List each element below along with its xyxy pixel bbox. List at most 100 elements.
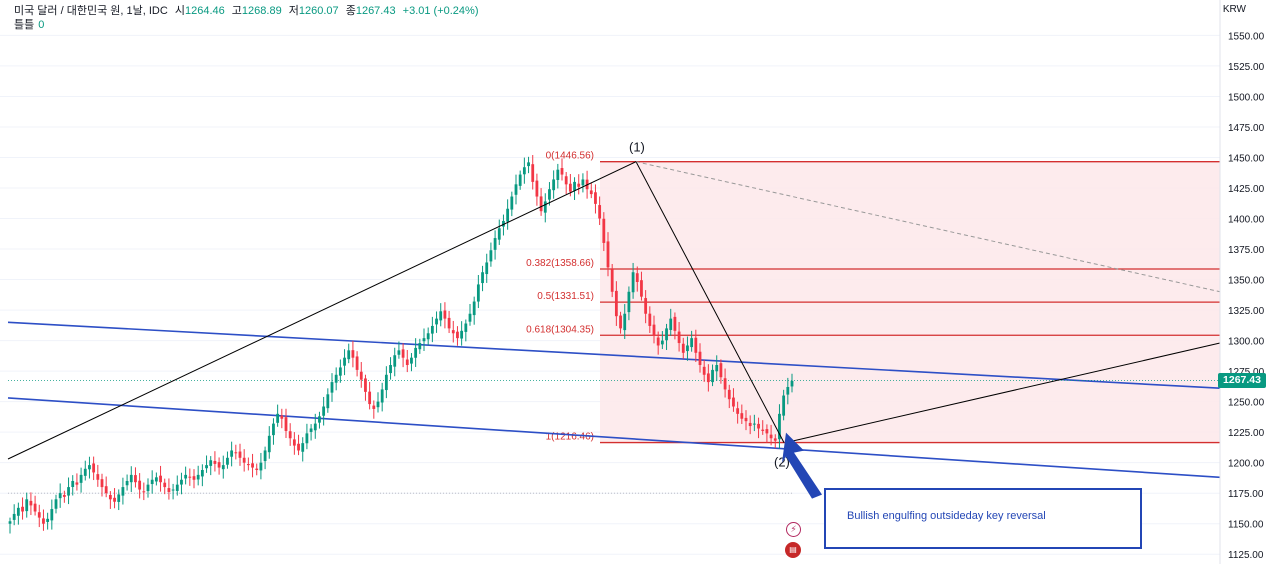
candle-body [29,500,33,506]
candle-body [226,457,229,465]
close-label: 종 [345,5,356,17]
candle-body [16,507,20,516]
candle-body [42,518,45,524]
candle-body [681,343,685,353]
candle-body [418,343,422,350]
candle-body [217,462,221,468]
candle-body [447,317,451,329]
candle-body [782,395,786,416]
candle-body [71,480,75,487]
candle-body [518,174,522,186]
candle-body [54,499,58,509]
candle-body [410,357,413,364]
candle-body [259,462,263,471]
candle-body [606,241,610,268]
candle-body [242,457,246,463]
candle-body [100,479,104,488]
candle-body [761,429,765,431]
price-tick-label: 1250.00 [1228,398,1265,409]
currency-label[interactable]: KRW [1222,4,1246,15]
candle-body [594,192,597,204]
candle-body [740,413,744,419]
candle-body [184,474,188,479]
candle-body [652,324,656,336]
trend-channel [7,321,1221,494]
candle-body [12,513,16,520]
price-tick-label: 1275.00 [1228,367,1265,378]
candle-body [602,218,606,243]
low-value: 1260.07 [298,5,339,17]
candle-body [108,494,112,500]
candle-body [711,369,714,383]
annotation-box[interactable]: Bullish engulfing outsideday key reversa… [824,488,1142,549]
price-axis: 1125.00 1150.00 1175.00 1200.00 1225.00 1250.… [1219,0,1265,564]
candlestick-series [8,155,794,534]
candle-body [619,315,622,329]
candle-body [677,331,681,344]
candle-body [21,506,24,512]
candle-body [196,474,200,480]
candle-body [598,205,602,219]
last-price-tag: 1267.43 [1218,372,1266,388]
candle-body [230,450,234,457]
candle-body [272,423,275,436]
candle-body [577,183,581,187]
price-tick-label: 1425.00 [1228,184,1265,195]
candle-body [351,350,355,358]
candle-body [251,463,254,468]
symbol-title[interactable]: 미국 달러 / 대한민국 원, 1날, IDC [14,5,168,17]
candle-body [686,345,689,352]
candle-body [539,196,543,212]
price-tick-label: 1225.00 [1228,428,1265,439]
candle-body [167,488,171,492]
candle-body [543,201,547,213]
candle-body [117,494,121,502]
fib-level-label: 0.382(1358.66) [526,258,594,269]
candle-body [481,272,484,284]
candle-body [589,190,593,195]
candle-body [493,238,497,250]
candle-body [514,184,518,195]
candle-body [485,262,489,275]
candle-body [359,371,363,380]
open-value: 1264.46 [184,5,225,17]
candle-body [175,484,179,491]
candle-body [456,331,459,339]
candle-body [246,464,250,466]
candle-body [309,428,313,432]
candle-body [322,406,326,416]
fib-level-label: 0.618(1304.35) [526,324,594,335]
candle-body [631,272,635,293]
candle-body [765,429,769,434]
candle-body [234,452,238,454]
dashed-target-line [635,161,1221,293]
candle-body [405,359,409,366]
candle-body [368,391,372,405]
candle-body [430,325,434,334]
candle-body [380,389,384,403]
candle-body [472,301,476,316]
candle-body [614,290,618,317]
candle-body [627,291,631,313]
candle-body [790,380,794,387]
candle-body [535,180,539,197]
candle-body [88,465,91,470]
candle-body [58,493,62,499]
wave-3-projection [789,342,1221,443]
high-value: 1268.89 [241,5,282,17]
price-tick-label: 1525.00 [1228,62,1265,73]
candle-body [510,196,514,210]
candle-body [313,423,317,431]
us-flag-icon[interactable]: ▤ [785,542,801,558]
candle-body [564,176,568,185]
candle-body [372,405,376,409]
lightning-icon[interactable]: ⚡ [786,522,801,537]
candle-body [347,350,351,360]
candle-body [288,431,292,439]
candle-body [305,433,309,444]
candle-body [62,495,66,497]
candle-body [732,397,735,407]
annotation-text: Bullish engulfing outsideday key reversa… [847,510,1046,522]
close-value: 1267.43 [355,5,396,17]
